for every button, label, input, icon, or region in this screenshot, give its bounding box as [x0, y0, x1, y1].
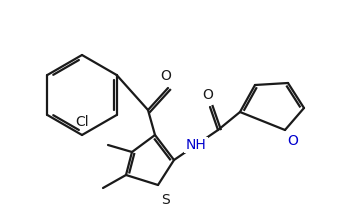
Text: NH: NH: [186, 138, 206, 152]
Text: S: S: [161, 193, 170, 207]
Text: O: O: [287, 134, 298, 148]
Text: O: O: [203, 88, 213, 102]
Text: O: O: [161, 69, 171, 83]
Text: Cl: Cl: [75, 115, 89, 129]
